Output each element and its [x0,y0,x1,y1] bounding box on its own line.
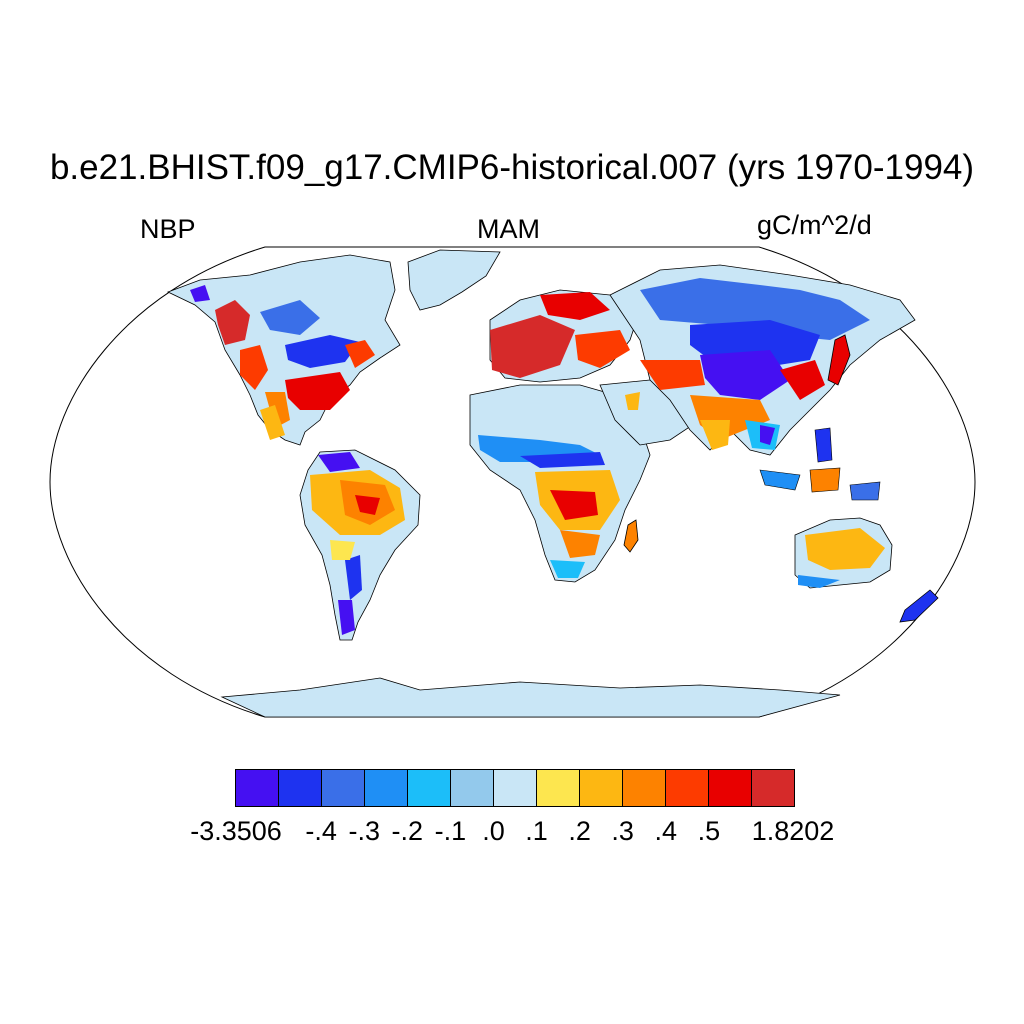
colorbar-box-1 [279,770,322,806]
land-australia [794,517,893,589]
land-north-america [166,254,401,446]
colorbar-tick-label: -.2 [391,816,424,846]
land-new-zealand [899,589,939,623]
variable-label: NBP [140,214,196,244]
land-madagascar [623,519,639,553]
colorbar-box-9 [623,770,666,806]
colorbar-tick-label: .1 [525,816,548,846]
colorbar-tick-label: .2 [568,816,591,846]
colorbar-box-3 [365,770,408,806]
colorbar-box-11 [709,770,752,806]
colorbar-tick-label: -.4 [305,816,337,846]
land-antarctica [220,677,841,718]
colorbar-box-8 [580,770,623,806]
land-japan [827,334,851,386]
land-europe [489,289,641,383]
units-label: gC/m^2/d [757,210,872,240]
land-asia [609,264,916,456]
plot-title: b.e21.BHIST.f09_g17.CMIP6-historical.007… [49,148,975,187]
land-south-america [299,449,421,641]
land-africa [469,384,651,583]
colorbar [235,769,795,807]
colorbar-tick-label: .5 [697,816,721,846]
colorbar-tick-label: .0 [482,816,505,846]
colorbar-tick-label: 1.8202 [751,816,835,846]
colorbar-tick-label: .3 [611,816,634,846]
colorbar-tick-label: .4 [654,816,678,846]
colorbar-tick-label: -.3 [348,816,380,846]
colorbar-box-10 [666,770,709,806]
colorbar-box-6 [494,770,537,806]
colorbar-box-12 [752,770,794,806]
colorbar-box-2 [322,770,365,806]
colorbar-tick-label: -.1 [434,816,467,846]
colorbar-box-0 [236,770,279,806]
colorbar-labels: -3.3506 -.4 -.3 -.2 -.1 .0 .1 .2 .3 .4 .5 1.8202 [0,816,1024,850]
colorbar-box-5 [451,770,494,806]
land-maritime-se-asia [759,427,881,501]
land-greenland [407,249,501,311]
colorbar-box-7 [537,770,580,806]
colorbar-box-4 [408,770,451,806]
colorbar-tick-label: -3.3506 [190,816,282,846]
season-label: MAM [477,214,540,244]
